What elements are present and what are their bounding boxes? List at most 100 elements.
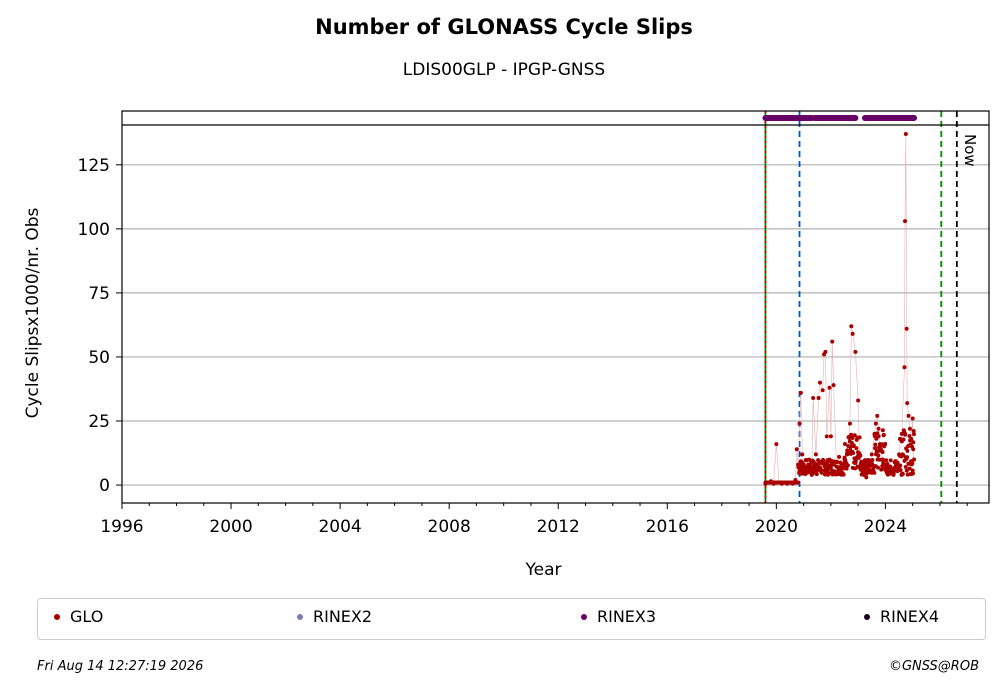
glo-point: [898, 436, 903, 441]
glo-point: [881, 432, 886, 437]
glo-point: [912, 457, 917, 462]
glo-point: [891, 472, 896, 477]
footer-copyright: ©GNSS@ROB: [888, 659, 979, 674]
glo-point: [873, 446, 878, 451]
glo-point: [869, 452, 874, 457]
glo-point: [845, 463, 850, 468]
glo-point: [876, 426, 881, 431]
glo-point: [857, 435, 862, 440]
glo-point: [911, 429, 916, 434]
glo-point: [801, 467, 806, 472]
legend-item-rinex4: RINEX4: [864, 607, 939, 626]
now-annotation: Now: [961, 134, 979, 167]
glo-point: [901, 437, 906, 442]
glo-point: [894, 467, 899, 472]
glo-point: [910, 471, 915, 476]
glo-point: [877, 442, 882, 447]
glo-point: [849, 324, 854, 329]
glo-point: [864, 475, 869, 480]
plot-frame: [121, 110, 990, 504]
glo-point: [872, 470, 877, 475]
glo-point: [884, 458, 889, 463]
x-tick-label: 2008: [428, 517, 471, 537]
glo-point: [849, 432, 854, 437]
glo-point: [861, 472, 866, 477]
y-tick-label: 50: [88, 348, 110, 368]
glo-point: [902, 365, 907, 370]
glo-point: [911, 440, 916, 445]
glo-point: [793, 477, 798, 482]
glo-point: [807, 465, 812, 470]
glo-series-line: [765, 134, 915, 485]
glo-point: [903, 432, 908, 437]
glo-point: [906, 413, 911, 418]
legend-marker-rinex2: [297, 613, 303, 620]
y-tick-label: 125: [78, 156, 110, 176]
glo-point: [842, 441, 847, 446]
glo-point: [800, 452, 805, 457]
glo-point: [817, 380, 822, 385]
glo-point: [898, 468, 903, 473]
glo-point: [847, 421, 852, 426]
glo-point: [853, 349, 858, 354]
glo-point: [796, 480, 801, 485]
glo-point: [875, 465, 880, 470]
legend-label-rinex2: RINEX2: [313, 607, 373, 626]
glo-point: [790, 481, 795, 486]
x-tick-label: 2020: [755, 517, 798, 537]
glo-point: [870, 458, 875, 463]
legend-item-glo: GLO: [54, 607, 103, 626]
glo-point: [813, 452, 818, 457]
glo-point: [828, 434, 833, 439]
glo-point: [903, 219, 908, 224]
glo-point: [867, 462, 872, 467]
glo-point: [820, 468, 825, 473]
glo-point: [842, 457, 847, 462]
glo-point: [905, 448, 910, 453]
glo-point: [907, 426, 912, 431]
glo-point: [897, 452, 902, 457]
glo-point: [797, 421, 802, 426]
chart-subtitle: LDIS00GLP - IPGP-GNSS: [402, 60, 606, 80]
legend-label-glo: GLO: [70, 607, 104, 626]
glo-point: [907, 466, 912, 471]
glo-point: [804, 470, 809, 475]
glo-point: [852, 433, 857, 438]
glo-point: [823, 349, 828, 354]
glo-point: [886, 465, 891, 470]
glo-point: [858, 467, 863, 472]
glo-point: [796, 462, 801, 467]
y-axis-label: Cycle Slipsx1000/nr. Obs: [23, 207, 43, 418]
glo-point: [910, 416, 915, 421]
glo-point: [907, 434, 912, 439]
glo-point: [875, 413, 880, 418]
glo-point: [857, 452, 862, 457]
glo-point: [880, 457, 885, 462]
legend-label-rinex4: RINEX4: [880, 607, 940, 626]
y-tick-label: 25: [88, 412, 110, 432]
glo-point: [911, 447, 916, 452]
glo-point: [830, 339, 835, 344]
chart-title: Number of GLONASS Cycle Slips: [315, 15, 693, 39]
footer-timestamp: Fri Aug 14 12:27:19 2026: [37, 659, 204, 674]
glo-point: [903, 464, 908, 469]
glo-point: [807, 457, 812, 462]
glo-point: [909, 436, 914, 441]
glo-point: [888, 458, 893, 463]
x-tick-label: 2004: [318, 517, 361, 537]
glo-point: [871, 467, 876, 472]
glo-point: [854, 446, 859, 451]
glo-point: [888, 470, 893, 475]
legend-marker-rinex3: [581, 613, 587, 620]
glo-point: [851, 443, 856, 448]
x-tick-label: 2000: [209, 517, 252, 537]
glo-point: [844, 466, 849, 471]
glo-point: [820, 388, 825, 393]
glo-point: [847, 435, 852, 440]
legend-marker-glo: [54, 613, 60, 620]
glo-point: [898, 463, 903, 468]
glo-point: [856, 398, 861, 403]
glo-point: [828, 465, 833, 470]
glo-point: [904, 468, 909, 473]
glo-point: [876, 434, 881, 439]
